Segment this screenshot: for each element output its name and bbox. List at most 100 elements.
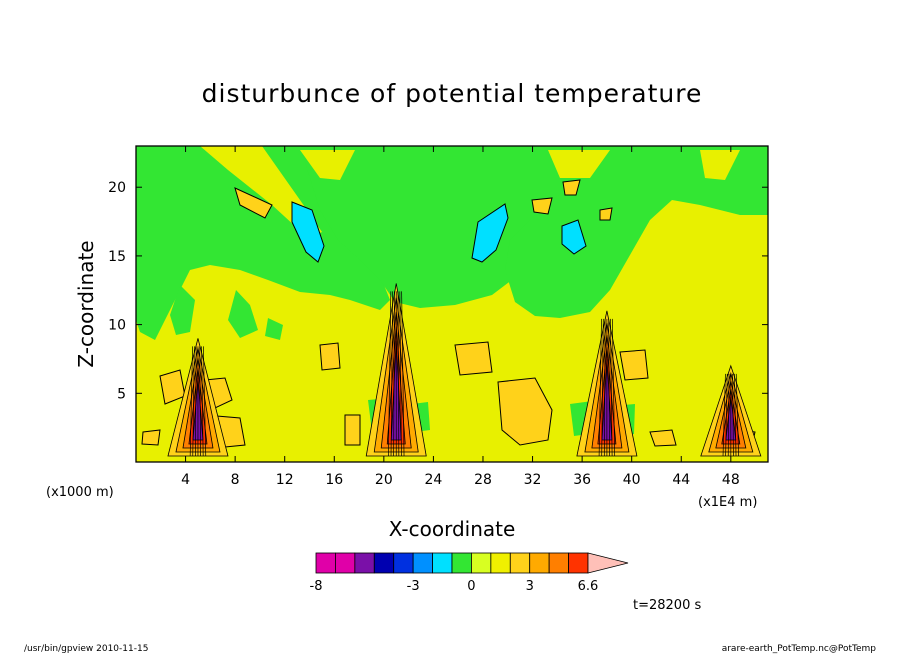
plume-line <box>195 346 197 457</box>
green-lobe-x12 <box>228 290 258 338</box>
colorbar-label: 3 <box>526 579 534 594</box>
colorbar-cell <box>335 552 356 574</box>
x-unit-right: (x1E4 m) <box>698 495 757 510</box>
x-tick-label: 20 <box>375 472 393 488</box>
plume-line <box>732 373 734 457</box>
colorbar-cell <box>412 552 433 574</box>
plot-area <box>135 145 769 463</box>
upper-right-yellow-band <box>548 150 610 178</box>
footer-right: arare-earth_PotTemp.nc@PotTemp <box>722 644 877 654</box>
plume-line <box>393 291 395 457</box>
x-tick-label: 24 <box>424 472 442 488</box>
plume-line <box>399 291 402 457</box>
plume-line <box>611 318 616 457</box>
y-tick-label: 10 <box>108 318 126 334</box>
negative-cyan-patches <box>291 201 587 263</box>
plume-line <box>603 318 606 457</box>
plume-line <box>201 346 204 457</box>
colorbar-cell <box>373 552 395 574</box>
colorbar-label: 6.6 <box>578 579 599 594</box>
orange-patch-x45 <box>649 429 677 447</box>
colorbar-cell <box>509 552 531 574</box>
plume-line <box>189 346 193 457</box>
plume <box>576 310 638 457</box>
plume-line <box>610 318 613 457</box>
plume-line <box>203 346 207 457</box>
colorbar-cell <box>354 552 375 574</box>
left-mid-green-lobe <box>170 285 195 335</box>
colorbar-cell <box>432 552 453 574</box>
colorbar-label: 0 <box>467 579 475 594</box>
x-tick-label: 44 <box>672 472 690 488</box>
plume-line <box>192 346 195 457</box>
colorbar-cell <box>393 552 414 574</box>
time-label: t=28200 s <box>633 598 701 613</box>
x-axis-label: X-coordinate <box>389 517 516 541</box>
orange-blob-upper-1 <box>234 187 273 219</box>
plume-line <box>734 373 737 457</box>
x-tick-label: 12 <box>276 472 294 488</box>
plume-line <box>388 291 392 457</box>
y-axis-label: Z-coordinate <box>74 240 98 367</box>
plume-line <box>199 346 201 457</box>
x-tick-label: 16 <box>325 472 343 488</box>
orange-patch-x17 <box>344 414 361 446</box>
plume-line <box>601 318 604 457</box>
x-axis: 4 8 12 16 20 24 28 32 36 40 44 48 <box>181 146 740 488</box>
colorbar-label: -3 <box>407 579 420 594</box>
colorbar-cell <box>568 552 589 574</box>
colorbar-cell <box>529 552 550 574</box>
y-axis: 5 10 15 20 <box>108 180 768 402</box>
plot-frame <box>135 145 769 463</box>
orange-patch-x42 <box>619 349 649 381</box>
cyan-patch-right <box>561 219 587 255</box>
orange-patch-x2 <box>141 429 161 446</box>
x-tick-label: 4 <box>181 472 190 488</box>
convective-plumes <box>167 283 762 457</box>
x-unit-left: (x1000 m) <box>46 485 114 500</box>
chart-title: disturbunce of potential temperature <box>202 79 703 108</box>
plume-line <box>608 318 610 457</box>
x-tick-label: 48 <box>722 472 740 488</box>
y-tick-label: 15 <box>108 249 126 265</box>
plume-line <box>722 373 726 457</box>
orange-blob-upper-4 <box>599 207 613 221</box>
colorbar-arrow <box>587 552 629 574</box>
colorbar-cell <box>548 552 569 574</box>
colorbar <box>315 552 629 574</box>
x-tick-label: 40 <box>623 472 641 488</box>
plume-line <box>735 373 739 457</box>
plume-line <box>397 291 400 457</box>
orange-patch-x24 <box>454 341 493 376</box>
x-tick-label: 8 <box>231 472 240 488</box>
y-tick-label: 20 <box>108 180 126 196</box>
plume-line <box>725 373 728 457</box>
colorbar-label: -8 <box>310 579 323 594</box>
plume-line <box>598 318 602 457</box>
cyan-patch-center <box>471 203 509 263</box>
colorbar-cell <box>315 552 336 574</box>
plume-line <box>727 373 730 457</box>
orange-blob-upper-2 <box>531 197 553 215</box>
orange-blob-upper-3 <box>562 179 581 196</box>
x-tick-label: 32 <box>524 472 542 488</box>
x-tick-label: 36 <box>573 472 591 488</box>
upper-x46-yellow-band <box>700 150 740 180</box>
colorbar-cell <box>451 552 472 574</box>
upper-mid-yellow-band <box>300 150 355 180</box>
colorbar-cell <box>490 552 511 574</box>
colorbar-labels: -8 -3 0 3 6.6 <box>310 579 599 594</box>
plume-line <box>390 291 393 457</box>
cyan-patch-left <box>291 201 325 263</box>
footer-left: /usr/bin/gpview 2010-11-15 <box>24 644 148 654</box>
orange-patch-x30 <box>497 377 553 446</box>
orange-patch-x11 <box>319 342 341 371</box>
green-lobe-x14 <box>265 318 283 340</box>
x-tick-label: 28 <box>474 472 492 488</box>
plume-line <box>401 291 405 457</box>
colorbar-cell <box>471 552 492 574</box>
plume <box>167 338 229 457</box>
plume <box>700 364 762 457</box>
plume <box>365 283 427 457</box>
